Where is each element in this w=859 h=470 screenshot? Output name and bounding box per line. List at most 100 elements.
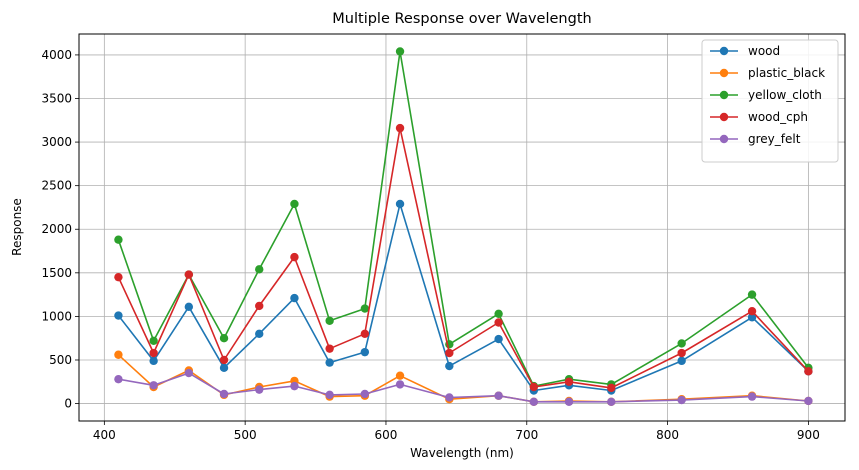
data-point xyxy=(219,333,229,343)
legend-label: wood_cph xyxy=(748,110,808,124)
data-point xyxy=(360,389,370,399)
data-point xyxy=(255,265,264,274)
legend-label: wood xyxy=(748,44,780,58)
data-point xyxy=(804,367,813,376)
x-tick-label: 800 xyxy=(656,428,679,442)
data-point xyxy=(529,397,539,407)
data-point xyxy=(395,199,405,209)
y-tick-label: 1500 xyxy=(41,266,72,280)
legend-item-plastic-black: plastic_black xyxy=(710,66,825,80)
legend-item-yellow-cloth: yellow_cloth xyxy=(710,88,822,102)
data-point xyxy=(395,380,405,389)
data-point xyxy=(290,252,299,262)
legend-swatch-marker xyxy=(719,90,729,100)
data-point xyxy=(114,272,123,282)
legend-item-wood: wood xyxy=(710,44,780,58)
data-point xyxy=(219,363,229,373)
legend-label: yellow_cloth xyxy=(748,88,822,102)
data-point xyxy=(255,301,264,311)
data-point xyxy=(360,329,370,339)
y-tick-label: 2500 xyxy=(41,179,72,193)
data-point xyxy=(607,383,616,393)
data-point xyxy=(564,397,574,407)
data-point xyxy=(494,334,503,344)
data-point xyxy=(255,385,264,394)
y-tick-label: 4000 xyxy=(41,48,72,62)
data-point xyxy=(395,123,405,133)
data-point xyxy=(529,382,539,392)
legend: wood plastic_black yellow_cloth wood_cphgre… xyxy=(701,39,839,163)
data-point xyxy=(677,356,686,366)
legend-frame xyxy=(701,39,839,163)
legend-item-grey-felt: grey_felt xyxy=(710,132,801,146)
data-point xyxy=(325,390,334,400)
series-grey-felt xyxy=(114,368,813,407)
legend-swatch-marker xyxy=(719,134,729,144)
data-point xyxy=(607,397,616,407)
data-point xyxy=(747,313,757,322)
data-point xyxy=(747,290,757,299)
series-wood-cph xyxy=(114,123,813,393)
y-tick-label: 500 xyxy=(49,353,72,367)
data-point xyxy=(149,348,158,358)
y-tick-label: 2000 xyxy=(41,222,72,236)
legend-swatch-marker xyxy=(719,112,729,122)
x-tick-label: 600 xyxy=(375,428,398,442)
data-point xyxy=(290,381,299,391)
data-point xyxy=(184,368,194,378)
data-point xyxy=(219,389,229,399)
y-tick-label: 3500 xyxy=(41,92,72,106)
data-point xyxy=(184,302,194,312)
legend-swatch-marker xyxy=(719,68,729,78)
data-point xyxy=(114,374,123,384)
data-point xyxy=(494,309,503,318)
x-tick-label: 900 xyxy=(797,428,820,442)
x-tick-label: 400 xyxy=(93,428,116,442)
series-line xyxy=(117,127,809,389)
legend-swatch-marker xyxy=(719,46,729,56)
data-point xyxy=(184,270,194,279)
data-point xyxy=(114,311,123,320)
chart-title: Multiple Response over Wavelength xyxy=(332,11,591,27)
data-point xyxy=(747,306,757,316)
data-point xyxy=(325,358,334,367)
data-point xyxy=(395,371,405,380)
data-point xyxy=(445,393,454,402)
data-point xyxy=(114,350,123,359)
data-point xyxy=(255,329,264,339)
x-axis-label: Wavelength (nm) xyxy=(410,446,514,460)
data-point xyxy=(494,391,503,400)
data-point xyxy=(677,339,686,348)
y-tick-label: 3000 xyxy=(41,135,72,149)
x-axis-ticks: 400 500 600 700 800 900 xyxy=(93,421,820,442)
data-point xyxy=(494,318,503,327)
data-point xyxy=(445,348,454,358)
y-tick-label: 1000 xyxy=(41,309,72,323)
data-point xyxy=(219,355,229,365)
data-point xyxy=(804,396,813,406)
y-tick-label: 0 xyxy=(64,397,72,411)
y-axis-ticks: 0 500 1000 1500 2000 2500 3000 3500 4000 xyxy=(41,48,79,411)
legend-item-wood-cph: wood_cph xyxy=(710,110,808,124)
legend-label: plastic_black xyxy=(748,66,825,80)
data-point xyxy=(149,336,158,346)
data-point xyxy=(114,235,123,244)
x-tick-label: 700 xyxy=(515,428,538,442)
x-tick-label: 500 xyxy=(234,428,257,442)
legend-label: grey_felt xyxy=(748,132,801,146)
data-point xyxy=(360,347,370,357)
data-point xyxy=(290,199,299,209)
data-point xyxy=(149,356,158,366)
data-point xyxy=(677,348,686,358)
data-point xyxy=(325,344,334,353)
data-point xyxy=(149,381,158,390)
data-point xyxy=(564,377,574,386)
data-point xyxy=(360,304,370,313)
data-point xyxy=(677,395,686,405)
series-group xyxy=(114,47,813,407)
y-axis-label: Response xyxy=(10,198,24,256)
data-point xyxy=(747,392,757,401)
data-point xyxy=(395,47,405,56)
data-point xyxy=(290,293,299,303)
